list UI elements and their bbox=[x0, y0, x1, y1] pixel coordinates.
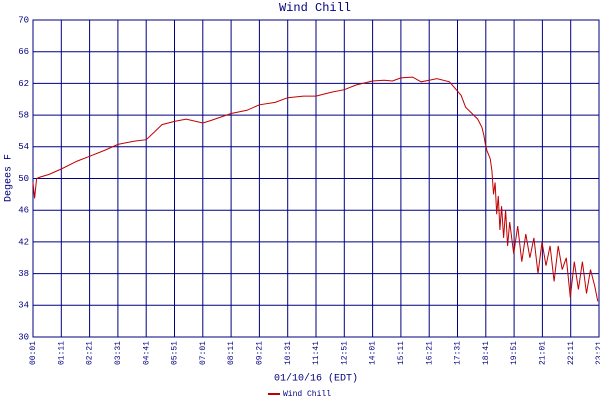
y-tick-label: 62 bbox=[18, 79, 29, 89]
x-tick-label: 04:41 bbox=[142, 341, 151, 365]
x-tick-label: 19:51 bbox=[510, 341, 519, 365]
x-tick-label: 17:31 bbox=[454, 341, 463, 365]
y-tick-label: 46 bbox=[18, 206, 29, 216]
x-tick-label: 22:11 bbox=[567, 341, 576, 365]
x-tick-label: 18:41 bbox=[482, 341, 491, 365]
y-tick-label: 58 bbox=[18, 110, 29, 120]
x-tick-label: 08:11 bbox=[227, 341, 236, 365]
x-tick-label: 14:01 bbox=[369, 341, 378, 365]
x-tick-label: 01:11 bbox=[57, 341, 66, 365]
y-axis-label: Degees F bbox=[4, 154, 15, 202]
legend-label: Wind Chill bbox=[283, 390, 331, 399]
y-tick-label: 38 bbox=[18, 269, 29, 279]
y-tick-label: 34 bbox=[18, 301, 29, 311]
y-tick-label: 66 bbox=[18, 47, 29, 57]
y-tick-label: 30 bbox=[18, 332, 29, 342]
x-tick-label: 12:51 bbox=[340, 341, 349, 365]
data-line bbox=[32, 76, 599, 302]
y-tick-label: 50 bbox=[18, 174, 29, 184]
x-tick-label: 07:01 bbox=[199, 341, 208, 365]
x-tick-label: 00:01 bbox=[29, 341, 38, 365]
x-tick-label: 10:31 bbox=[284, 341, 293, 365]
x-tick-label: 05:51 bbox=[171, 341, 180, 365]
x-tick-label: 15:11 bbox=[397, 341, 406, 365]
x-tick-label: 09:21 bbox=[256, 341, 265, 365]
x-axis-label: 01/10/16 (EDT) bbox=[274, 373, 358, 385]
chart-title: Wind Chill bbox=[279, 1, 351, 15]
y-tick-label: 42 bbox=[18, 237, 29, 247]
y-tick-label: 54 bbox=[18, 142, 29, 152]
x-tick-label: 11:41 bbox=[312, 341, 321, 365]
plot-border bbox=[32, 19, 600, 338]
x-tick-label: 23:21 bbox=[595, 341, 600, 365]
x-tick-label: 02:21 bbox=[86, 341, 95, 365]
x-tick-label: 21:01 bbox=[539, 341, 548, 365]
x-tick-label: 03:31 bbox=[114, 341, 123, 365]
y-tick-label: 70 bbox=[18, 15, 29, 25]
x-tick-label: 16:21 bbox=[425, 341, 434, 365]
